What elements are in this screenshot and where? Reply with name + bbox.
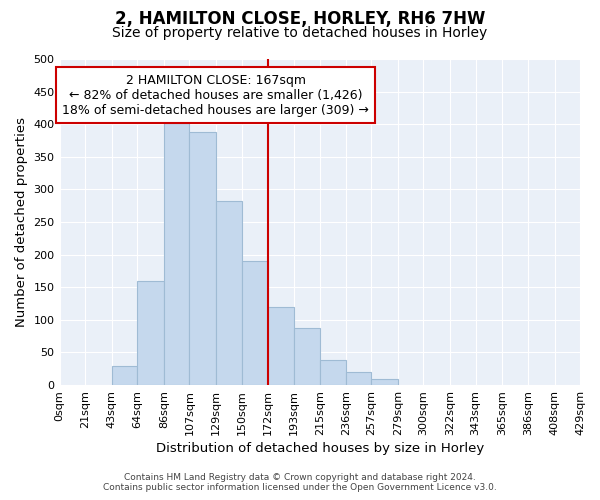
Text: 2, HAMILTON CLOSE, HORLEY, RH6 7HW: 2, HAMILTON CLOSE, HORLEY, RH6 7HW bbox=[115, 10, 485, 28]
Y-axis label: Number of detached properties: Number of detached properties bbox=[15, 117, 28, 327]
Bar bbox=[268, 307, 293, 385]
Bar bbox=[293, 328, 320, 385]
Bar bbox=[320, 360, 346, 385]
Bar bbox=[216, 200, 242, 385]
Bar bbox=[346, 372, 371, 385]
X-axis label: Distribution of detached houses by size in Horley: Distribution of detached houses by size … bbox=[155, 442, 484, 455]
Bar bbox=[137, 280, 164, 385]
Text: Size of property relative to detached houses in Horley: Size of property relative to detached ho… bbox=[112, 26, 488, 40]
Bar bbox=[371, 378, 398, 385]
Bar bbox=[242, 261, 268, 385]
Text: 2 HAMILTON CLOSE: 167sqm
← 82% of detached houses are smaller (1,426)
18% of sem: 2 HAMILTON CLOSE: 167sqm ← 82% of detach… bbox=[62, 74, 369, 116]
Bar bbox=[164, 118, 190, 385]
Bar bbox=[190, 132, 216, 385]
Text: Contains HM Land Registry data © Crown copyright and database right 2024.
Contai: Contains HM Land Registry data © Crown c… bbox=[103, 473, 497, 492]
Bar bbox=[112, 366, 137, 385]
